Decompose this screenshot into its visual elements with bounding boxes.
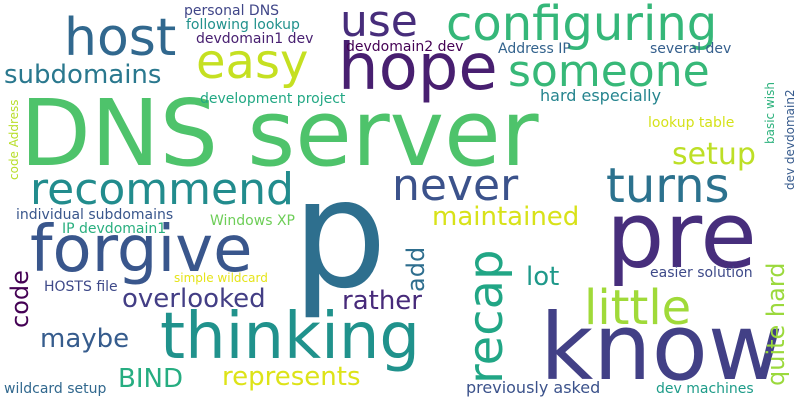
word-bind: BIND <box>118 364 183 394</box>
word-maintained: maintained <box>432 202 580 232</box>
word-use: use <box>340 0 418 47</box>
word-lookup-table: lookup table <box>648 115 735 131</box>
word-development-project: development project <box>200 91 346 107</box>
word-quite-hard: quite hard <box>762 262 790 386</box>
word-represents: represents <box>222 362 361 392</box>
word-code: code <box>6 270 34 328</box>
word-lot: lot <box>526 262 560 292</box>
word-p: p <box>292 148 388 322</box>
word-dns-server: DNS server <box>20 80 539 187</box>
word-recap: recap <box>458 249 514 384</box>
word-wildcard-setup: wildcard setup <box>4 381 107 397</box>
word-subdomains: subdomains <box>4 60 162 90</box>
word-dev-machines: dev machines <box>656 381 754 397</box>
word-configuring: configuring <box>446 0 718 52</box>
word-overlooked: overlooked <box>122 284 266 314</box>
word-hard-especially: hard especially <box>540 86 662 105</box>
word-previously-asked: previously asked <box>466 378 601 397</box>
word-turns: turns <box>606 158 730 214</box>
word-know: know <box>540 294 784 400</box>
word-personal-dns: personal DNS <box>184 3 280 19</box>
word-several-dev: several dev <box>650 41 732 57</box>
word-ip-devdomain1: IP devdomain1 <box>62 221 167 237</box>
word-setup: setup <box>672 137 756 172</box>
word-thinking: thinking <box>160 300 421 374</box>
word-following-lookup: following lookup <box>186 17 300 33</box>
word-host: host <box>64 8 177 68</box>
word-devdomain1-dev: devdomain1 dev <box>196 31 314 47</box>
word-code-address: code Address <box>7 99 21 180</box>
word-devdomain2-dev: devdomain2 dev <box>346 39 464 55</box>
word-hosts-file: HOSTS file <box>44 279 118 295</box>
word-individual-subdomains: individual subdomains <box>16 207 174 223</box>
word-someone: someone <box>508 46 710 97</box>
word-simple-wildcard: simple wildcard <box>174 271 268 285</box>
word-little: little <box>584 280 692 336</box>
word-dev-devdomain2: dev devdomain2 <box>783 89 797 190</box>
word-never: never <box>392 160 519 211</box>
word-recommend: recommend <box>30 164 294 215</box>
word-rather: rather <box>342 286 422 316</box>
word-pre: pre <box>606 182 757 289</box>
word-maybe: maybe <box>40 324 130 354</box>
word-windows-xp: Windows XP <box>210 213 295 229</box>
word-easy: easy <box>196 34 309 90</box>
word-easier-solution: easier solution <box>650 265 753 281</box>
word-basic-wish: basic wish <box>763 82 777 144</box>
word-address-ip: Address IP <box>498 41 571 57</box>
word-forgive: forgive <box>30 213 253 287</box>
word-hope: hope <box>338 31 498 105</box>
